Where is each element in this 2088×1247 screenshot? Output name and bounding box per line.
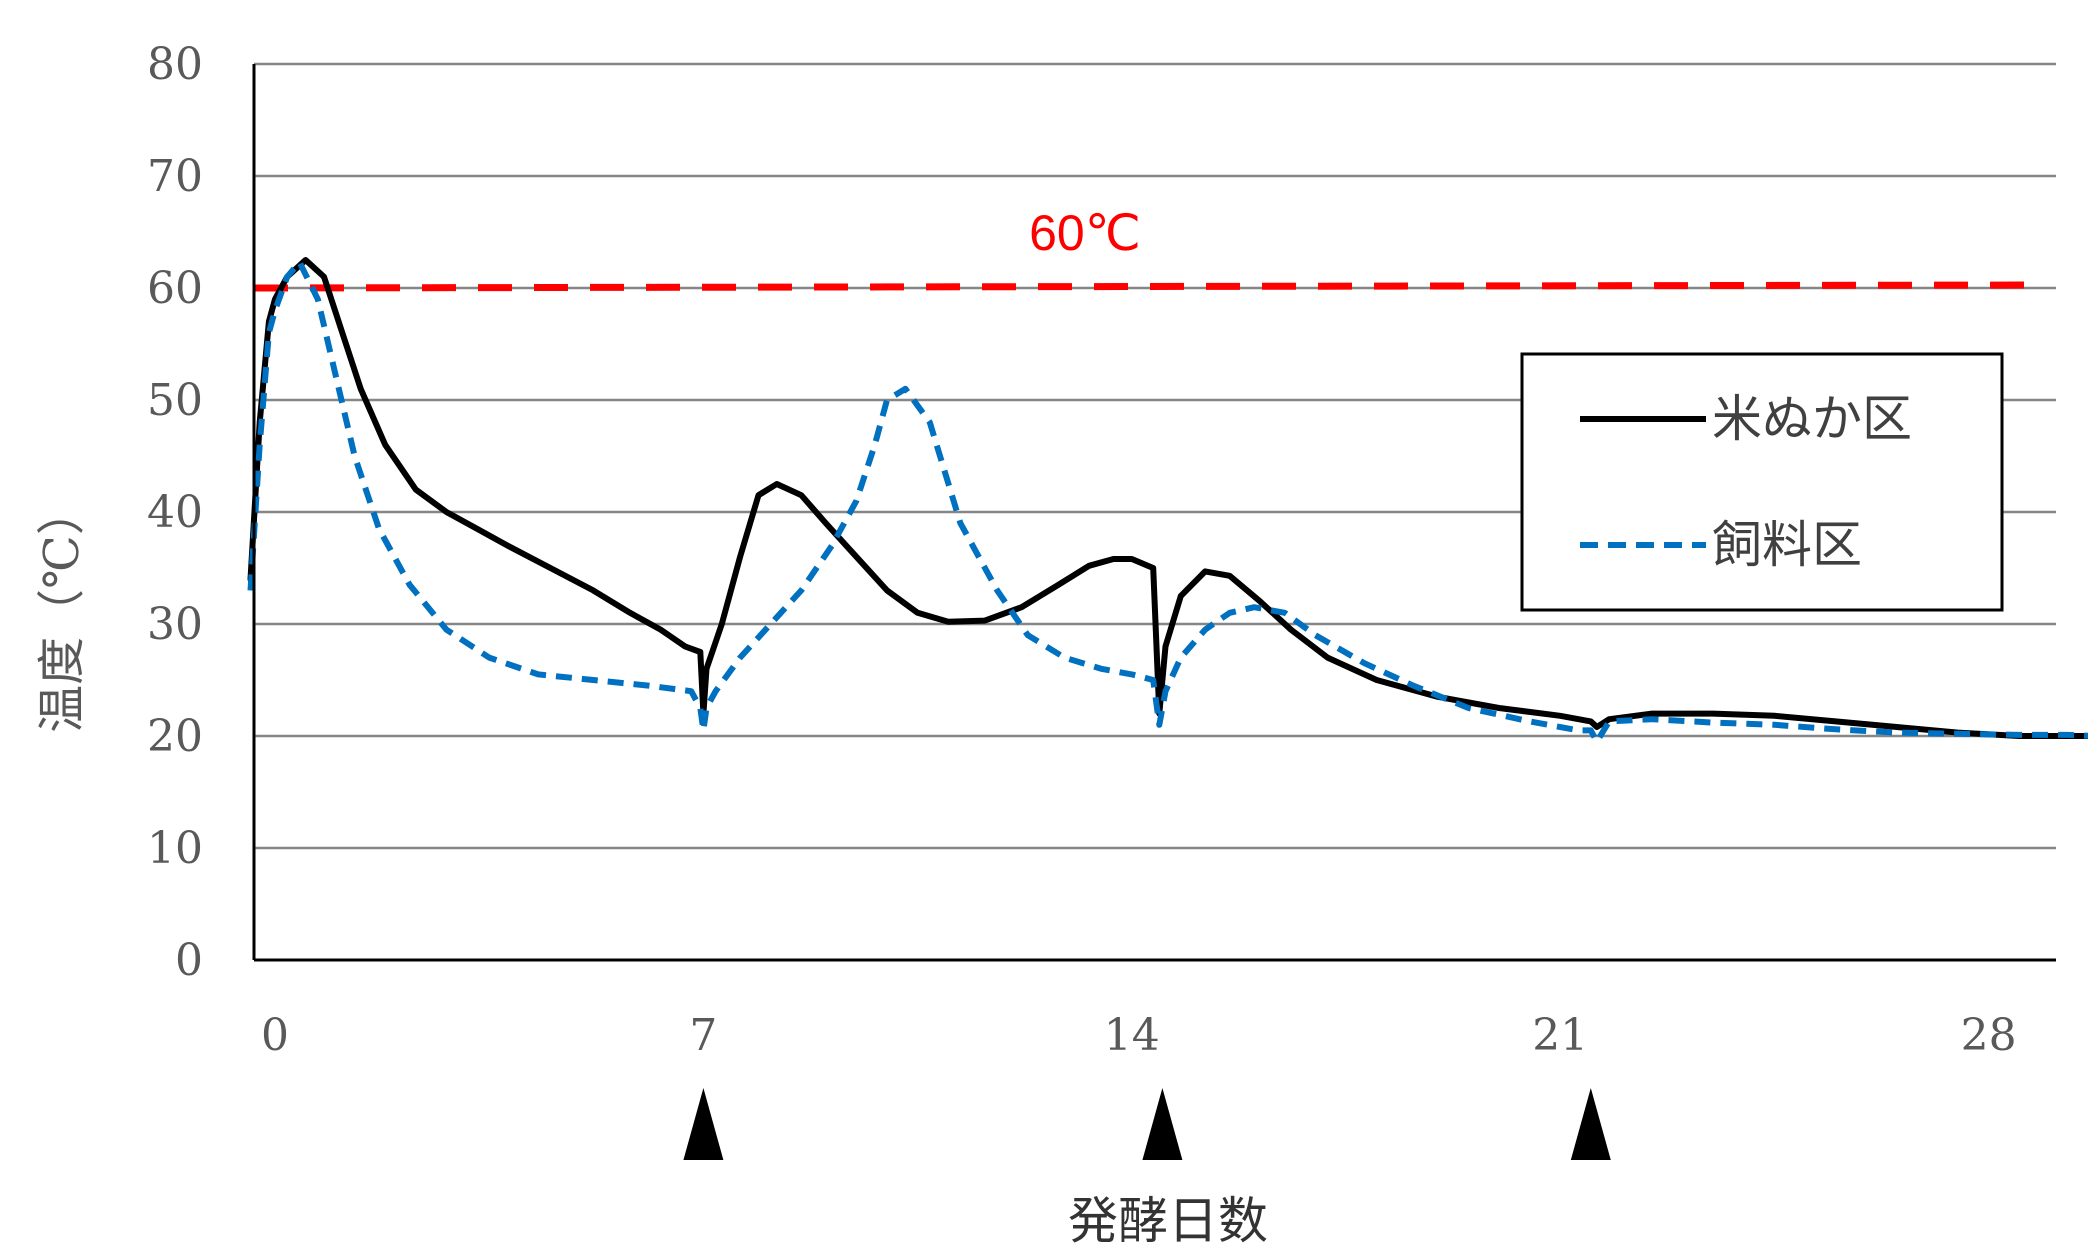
y-axis-title: 温度（℃） (34, 487, 90, 733)
x-tick-label: 28 (1961, 1010, 2017, 1061)
x-axis-title: 発酵日数 (1068, 1192, 1268, 1247)
triangle-marker-icon (1142, 1088, 1182, 1160)
y-tick-label: 20 (147, 711, 203, 762)
y-tick-label: 40 (147, 487, 203, 538)
y-tick-label: 70 (147, 151, 203, 202)
y-tick-label: 60 (147, 263, 203, 314)
triangle-marker-icon (1571, 1088, 1611, 1160)
legend-label-rice-bran: 米ぬか区 (1712, 390, 1912, 448)
legend-label-feed: 飼料区 (1712, 516, 1862, 574)
y-tick-label: 30 (147, 599, 203, 650)
x-tick-label: 7 (689, 1010, 717, 1061)
x-tick-label: 0 (261, 1010, 289, 1061)
y-tick-label: 80 (147, 39, 203, 90)
legend: 米ぬか区 飼料区 (1522, 354, 2002, 610)
y-tick-label: 50 (147, 375, 203, 426)
x-tick-label: 14 (1104, 1010, 1160, 1061)
threshold-annotation: 60℃ (1029, 205, 1141, 261)
x-tick-label: 21 (1532, 1010, 1588, 1061)
y-tick-label: 10 (147, 823, 203, 874)
y-tick-label: 0 (175, 935, 203, 986)
triangle-marker-icon (683, 1088, 723, 1160)
day-markers (683, 1088, 1610, 1160)
